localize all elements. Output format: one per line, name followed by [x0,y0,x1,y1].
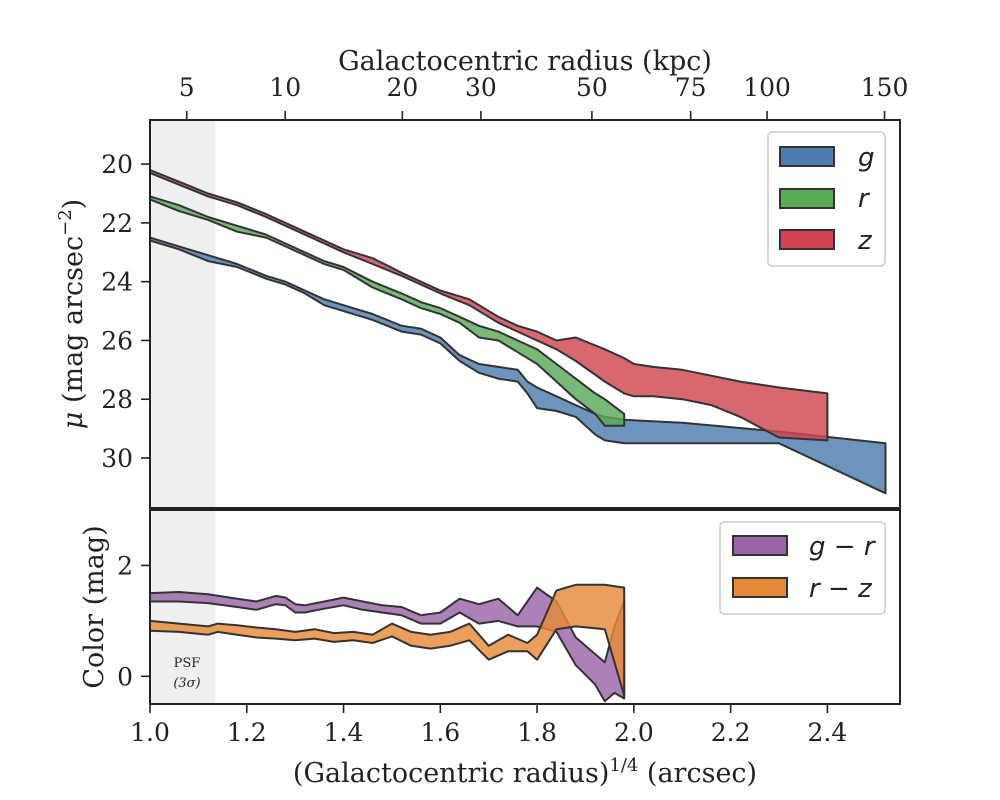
bottom-x-tick-label: 2.0 [614,718,654,747]
surface-brightness-band-g [149,236,887,495]
y-label-close: ) [58,199,89,210]
top-panel-frame [149,119,901,509]
top-kpc-tick-label: 5 [179,73,195,102]
color-panel: 02 1.0 1.2 1.4 1.6 1.8 2.0 2.2 2.4 PSF (3σ) Col… [79,509,901,789]
bottom-x-axis-title: (Galactocentric radius)1/4 (arcsec) [293,755,757,789]
legend-label-z: z [857,226,873,256]
bottom-y-tick-label: 2 [117,551,133,580]
top-y-tick-label: 30 [101,444,133,473]
bottom-panel-frame [149,509,901,705]
psf-shade-top [150,120,216,508]
psf-shaded-region [150,120,216,508]
mu-symbol: μ [58,412,89,430]
legend-label-r-z: r − z [809,574,873,604]
surface-brightness-band-r [149,195,626,427]
legend-label-g-r: g − r [809,532,877,562]
top-legend: g r z [767,131,886,267]
y-label-main: (mag arcsec [58,236,89,412]
color-band-g-r [149,586,626,703]
bottom-y-axis-title: Color (mag) [79,525,110,688]
bottom-x-ticks: 1.0 1.2 1.4 1.6 1.8 2.0 2.2 2.4 [130,704,847,747]
legend-swatch-g-r [732,535,788,556]
legend-label-r: r [858,184,871,214]
top-y-tick-label: 24 [101,268,133,297]
top-kpc-tick-label: 75 [675,73,707,102]
bottom-x-tick-label: 1.4 [324,718,364,747]
x-label-exponent: 1/4 [609,755,638,776]
x-label-unit: (arcsec) [638,758,757,789]
top-kpc-axis-ticks: 5 10 20 30 50 75 100 150 [179,73,909,120]
bottom-x-tick-label: 1.6 [420,718,460,747]
y-label-exponent: −2 [55,209,76,236]
surface-brightness-panel: 20 22 24 26 28 30 5 10 20 30 50 75 100 150 Galactoce… [55,46,909,509]
top-y-tick-label: 20 [101,150,133,179]
top-kpc-tick-label: 20 [386,73,418,102]
x-label-base: (Galactocentric radius) [293,758,609,789]
bottom-x-tick-label: 1.0 [130,718,170,747]
psf-label: PSF [174,656,201,671]
psf-shaded-region-bottom [150,510,216,704]
top-kpc-tick-label: 30 [465,73,497,102]
top-y-tick-label: 26 [101,326,133,355]
legend-swatch-g [779,146,835,167]
bottom-y-ticks: 02 [117,551,150,691]
legend-swatch-z [779,229,835,250]
bottom-x-tick-label: 1.8 [517,718,557,747]
bottom-legend: g − r r − z [719,521,886,615]
color-band-r-z [149,583,626,697]
legend-swatch-r-z [732,577,788,598]
top-axis-title: Galactocentric radius (kpc) [338,46,712,77]
top-kpc-tick-label: 50 [576,73,608,102]
surface-brightness-band-z [149,169,829,442]
legend-label-g: g [858,143,875,173]
top-y-axis-title: μ (mag arcsec−2) [55,199,89,429]
bottom-y-tick-label: 0 [117,662,133,691]
legend-swatch-r [779,188,835,209]
top-kpc-tick-label: 100 [743,73,791,102]
top-y-tick-label: 22 [101,209,133,238]
top-kpc-tick-label: 150 [861,73,909,102]
surface-brightness-series [149,169,887,495]
bottom-x-tick-label: 1.2 [227,718,267,747]
bottom-x-tick-label: 2.2 [711,718,751,747]
bottom-x-tick-label: 2.4 [808,718,848,747]
color-series [149,583,626,703]
psf-shade-bottom [150,510,216,704]
top-kpc-tick-label: 10 [269,73,301,102]
top-y-tick-label: 28 [101,385,133,414]
top-y-ticks: 20 22 24 26 28 30 [101,150,150,473]
psf-sigma-label: (3σ) [173,676,200,691]
